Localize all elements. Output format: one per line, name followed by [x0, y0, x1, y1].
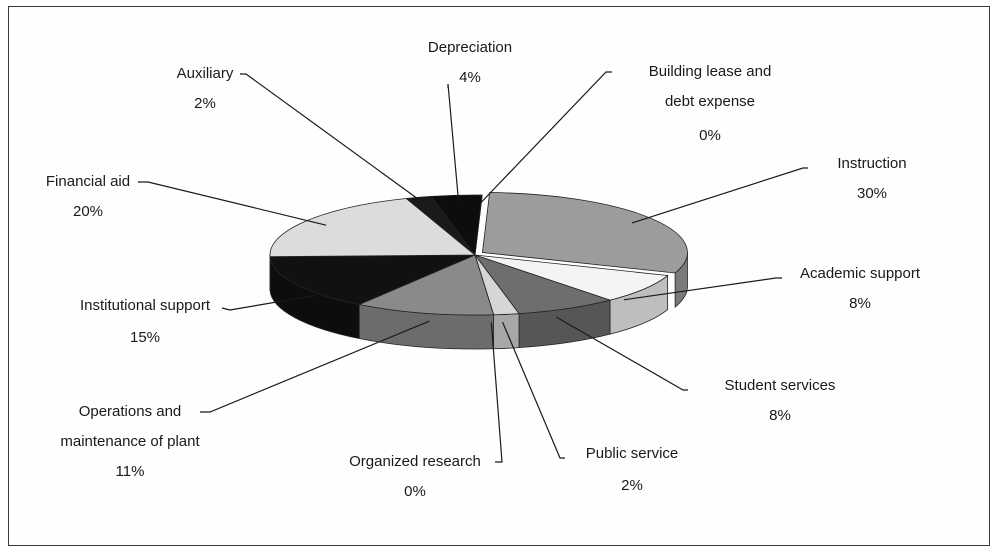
leader-line-operations-and-maintenance-of-plant	[200, 321, 430, 412]
slice-label-institutional-support: Institutional support	[80, 297, 211, 314]
slice-label-auxiliary: Auxiliary	[177, 65, 234, 82]
leader-line-financial-aid	[138, 182, 326, 225]
slice-label-building-lease-and-debt-expense-line-2: debt expense	[665, 93, 755, 110]
slice-label-operations-and-maintenance-of-plant-line-2: maintenance of plant	[60, 433, 200, 450]
slice-value-instruction: 30%	[857, 185, 887, 202]
slice-value-public-service: 2%	[621, 477, 643, 494]
slice-label-organized-research: Organized research	[349, 453, 481, 470]
slice-value-student-services: 8%	[769, 407, 791, 424]
leader-line-instruction	[632, 168, 808, 223]
leader-line-depreciation	[448, 84, 459, 202]
slice-label-operations-and-maintenance-of-plant-line-1: Operations and	[79, 403, 182, 420]
slice-label-instruction: Instruction	[837, 155, 906, 172]
leader-line-auxiliary	[240, 74, 425, 204]
slice-label-student-services: Student services	[725, 377, 836, 394]
slice-label-building-lease-and-debt-expense-line-1: Building lease and	[649, 63, 772, 80]
leader-line-building-lease-and-debt-expense	[481, 72, 612, 202]
slice-label-depreciation: Depreciation	[428, 39, 512, 56]
slice-label-financial-aid: Financial aid	[46, 173, 130, 190]
slice-value-financial-aid: 20%	[73, 203, 103, 220]
slice-value-auxiliary: 2%	[194, 95, 216, 112]
slice-value-organized-research: 0%	[404, 483, 426, 500]
slice-value-building-lease-and-debt-expense: 0%	[699, 127, 721, 144]
slice-label-academic-support: Academic support	[800, 265, 921, 282]
slice-label-public-service: Public service	[586, 445, 679, 462]
slice-value-operations-and-maintenance-of-plant: 11%	[116, 463, 145, 480]
slice-value-depreciation: 4%	[459, 69, 481, 86]
slice-value-academic-support: 8%	[849, 295, 871, 312]
slice-value-institutional-support: 15%	[130, 329, 160, 346]
